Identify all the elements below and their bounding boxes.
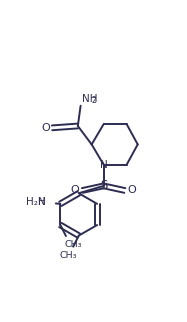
Text: O: O bbox=[128, 185, 137, 195]
Text: S: S bbox=[100, 179, 107, 192]
Text: O: O bbox=[71, 185, 79, 195]
Text: H₂N: H₂N bbox=[26, 197, 46, 207]
Text: H: H bbox=[38, 197, 46, 207]
Text: N: N bbox=[100, 160, 108, 170]
Text: 2: 2 bbox=[91, 96, 96, 105]
Text: CH₃: CH₃ bbox=[65, 240, 82, 249]
Text: NH: NH bbox=[82, 94, 97, 104]
Text: O: O bbox=[42, 123, 50, 133]
Text: CH₃: CH₃ bbox=[60, 251, 77, 260]
